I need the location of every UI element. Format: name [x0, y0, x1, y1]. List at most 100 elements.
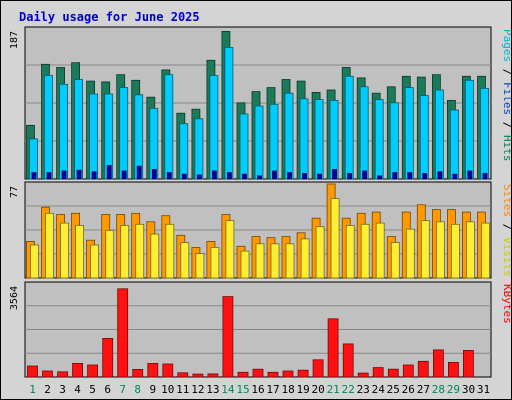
bar-files-day-11: [179, 123, 189, 180]
bar-pages-day-3: [61, 170, 67, 180]
bar-sites-day-18: [285, 243, 295, 279]
series-label-part: /: [501, 217, 511, 237]
ymax-label-visits-sites: 77: [9, 186, 20, 198]
series-label-pages-files-hits: Pages / Files / Hits: [501, 29, 511, 162]
day-label-29: 29: [447, 383, 460, 396]
bar-pages-day-26: [407, 172, 413, 180]
bar-files-day-23: [359, 86, 369, 180]
bar-pages-day-27: [422, 172, 428, 180]
day-label-2: 2: [44, 383, 51, 396]
bar-pages-day-12: [196, 174, 202, 180]
bar-kbytes-day-28: [432, 349, 444, 378]
bar-sites-day-29: [450, 223, 460, 279]
bar-sites-day-26: [405, 228, 415, 279]
bar-pages-day-15: [242, 173, 247, 180]
bar-sites-day-8: [135, 223, 145, 279]
bar-pages-day-19: [302, 172, 308, 180]
bar-kbytes-day-26: [402, 364, 414, 378]
bar-kbytes-day-18: [282, 370, 294, 378]
bar-pages-day-2: [46, 172, 52, 180]
bar-files-day-15: [239, 113, 249, 180]
bar-files-day-3: [59, 83, 68, 180]
day-label-12: 12: [191, 383, 204, 396]
bar-kbytes-day-9: [147, 362, 159, 378]
bar-pages-day-8: [136, 165, 142, 180]
series-label-part: Pages: [501, 29, 511, 62]
day-label-21: 21: [327, 383, 340, 396]
chart-title: Daily usage for June 2025: [19, 10, 200, 24]
day-label-17: 17: [266, 383, 279, 396]
bar-pages-day-29: [452, 173, 458, 180]
bar-files-day-21: [329, 100, 339, 180]
bar-pages-day-30: [467, 170, 473, 180]
ymax-label-pages-files-hits: 187: [9, 31, 20, 49]
bar-kbytes-day-13: [207, 373, 219, 378]
day-label-31: 31: [477, 383, 490, 396]
day-label-6: 6: [104, 383, 111, 396]
bar-sites-day-22: [345, 225, 355, 279]
bar-sites-day-9: [150, 233, 160, 279]
bar-pages-day-31: [482, 172, 488, 180]
bar-files-day-4: [74, 79, 83, 180]
bar-sites-day-27: [420, 220, 430, 279]
bar-kbytes-day-6: [102, 337, 114, 378]
day-label-20: 20: [311, 383, 324, 396]
bar-pages-day-6: [106, 164, 112, 180]
bar-sites-day-28: [435, 221, 445, 279]
bar-kbytes-day-4: [72, 362, 83, 378]
bar-kbytes-day-25: [387, 368, 399, 378]
bar-sites-day-16: [255, 243, 265, 279]
bar-pages-day-28: [437, 171, 443, 180]
day-label-15: 15: [236, 383, 249, 396]
bar-pages-day-16: [257, 175, 262, 180]
bar-pages-day-1: [31, 172, 37, 180]
bar-kbytes-day-2: [42, 370, 53, 378]
bar-files-day-18: [284, 92, 294, 180]
series-label-part: Files: [501, 82, 511, 115]
bar-pages-day-11: [181, 173, 187, 180]
day-label-18: 18: [281, 383, 294, 396]
bar-files-day-5: [89, 93, 98, 180]
bar-sites-day-14: [225, 220, 235, 279]
bar-sites-day-17: [270, 243, 280, 279]
bar-kbytes-day-23: [357, 372, 369, 378]
bar-files-day-10: [164, 74, 174, 180]
bar-sites-day-6: [105, 229, 115, 279]
bar-kbytes-day-21: [327, 318, 339, 378]
bar-files-day-22: [344, 75, 354, 180]
bar-pages-day-22: [347, 172, 353, 180]
day-label-14: 14: [221, 383, 235, 396]
bar-sites-day-20: [315, 226, 325, 279]
day-label-10: 10: [161, 383, 174, 396]
bar-kbytes-day-24: [372, 367, 384, 378]
day-label-1: 1: [29, 383, 36, 396]
bar-pages-day-7: [121, 170, 127, 180]
bar-kbytes-day-11: [177, 372, 189, 378]
bar-sites-day-2: [45, 212, 54, 279]
bar-sites-day-12: [195, 253, 205, 279]
series-label-part: Sites: [501, 184, 511, 217]
bar-sites-day-11: [180, 242, 190, 279]
bar-kbytes-day-12: [192, 373, 204, 378]
bar-pages-day-4: [76, 169, 82, 180]
bar-sites-day-30: [465, 221, 475, 279]
bar-sites-day-21: [330, 198, 340, 279]
bar-sites-day-23: [360, 223, 370, 279]
bar-pages-day-14: [226, 172, 232, 180]
day-label-22: 22: [342, 383, 355, 396]
ymax-label-kbytes: 3564: [9, 286, 20, 310]
bar-files-day-28: [434, 89, 444, 180]
bar-sites-day-7: [120, 225, 130, 279]
day-label-13: 13: [206, 383, 219, 396]
bar-files-day-9: [149, 108, 159, 180]
day-label-27: 27: [417, 383, 430, 396]
bar-kbytes-day-15: [237, 371, 249, 378]
bar-files-day-20: [314, 99, 324, 180]
bar-kbytes-day-27: [417, 360, 429, 378]
bar-files-day-12: [194, 118, 204, 180]
bar-files-day-25: [389, 102, 399, 180]
bar-kbytes-day-7: [117, 288, 129, 378]
bar-kbytes-day-29: [447, 361, 459, 378]
